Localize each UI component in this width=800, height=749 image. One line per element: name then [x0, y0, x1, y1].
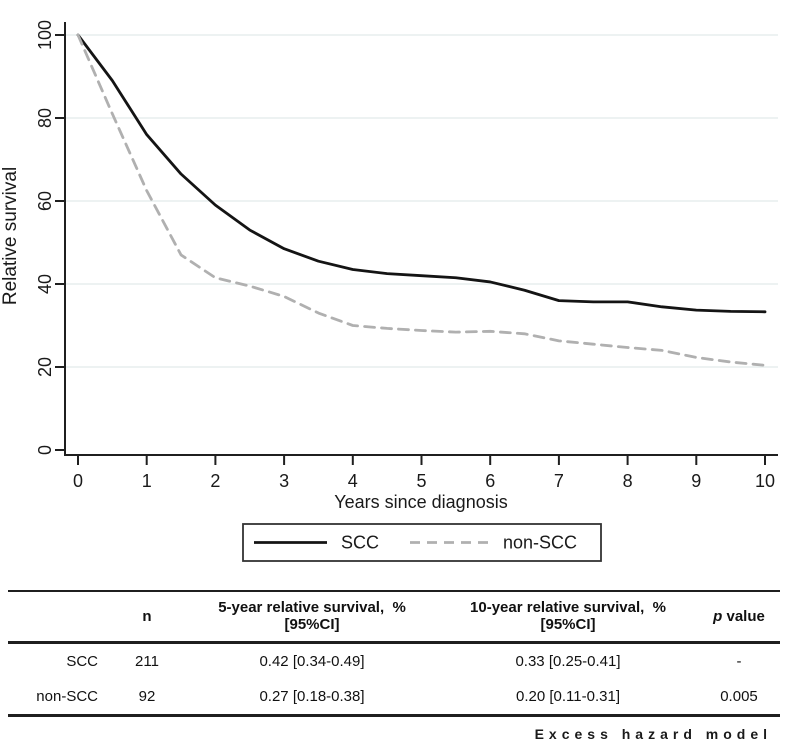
results-table-wrap: n 5-year relative survival, % [95%CI] 10… — [0, 590, 800, 717]
x-tick-label: 0 — [73, 471, 83, 491]
x-axis-title: Years since diagnosis — [334, 492, 507, 512]
x-tick-label: 8 — [623, 471, 633, 491]
cell-10yr: 0.20 [0.11-0.31] — [516, 688, 620, 705]
cell-10yr: 0.33 [0.25-0.41] — [515, 653, 621, 670]
header-p-value: p value — [698, 591, 780, 644]
relative-survival-chart: 0 20 40 60 80 100 0 1 2 3 4 5 6 7 8 9 10 Years since diag… — [0, 20, 778, 562]
header-5yr-line2: [95%CI] — [284, 616, 340, 633]
header-10yr-line2: [95%CI] — [540, 616, 596, 633]
cell-p: - — [736, 653, 742, 670]
row-label: SCC — [66, 653, 98, 670]
header-p-italic: p — [713, 607, 723, 625]
legend-non-scc-label: non-SCC — [503, 533, 577, 553]
y-tick-label: 100 — [35, 20, 55, 50]
cell-5yr: 0.27 [0.18-0.38] — [259, 688, 365, 705]
cell-n: 92 — [138, 688, 156, 705]
x-tick-label: 4 — [348, 471, 358, 491]
y-tick-label: 0 — [35, 445, 55, 455]
header-5yr: 5-year relative survival, % [95%CI] — [186, 591, 438, 644]
header-10yr: 10-year relative survival, % [95%CI] — [438, 591, 698, 644]
header-10yr-line1: 10-year relative survival, % — [470, 599, 666, 616]
header-n: n — [108, 591, 186, 644]
legend-scc-label: SCC — [341, 533, 379, 553]
table-row-scc: SCC 211 0.42 [0.34-0.49] 0.33 [0.25-0.41… — [8, 643, 780, 680]
x-tick-label: 9 — [691, 471, 701, 491]
y-tick-label: 20 — [35, 357, 55, 377]
row-label: non-SCC — [36, 688, 98, 705]
x-tick-label: 2 — [210, 471, 220, 491]
cell-p: 0.005 — [720, 688, 758, 705]
x-tick-label: 1 — [142, 471, 152, 491]
header-row-label — [8, 591, 108, 644]
cell-n: 211 — [135, 653, 159, 670]
x-tick-label: 7 — [554, 471, 564, 491]
x-tick-label: 3 — [279, 471, 289, 491]
header-5yr-line1: 5-year relative survival, % — [218, 599, 406, 616]
y-tick-label: 60 — [35, 191, 55, 211]
table-row-non-scc: non-SCC 92 0.27 [0.18-0.38] 0.20 [0.11-0… — [8, 679, 780, 716]
x-tick-label: 5 — [416, 471, 426, 491]
header-p-rest: value — [722, 607, 765, 625]
cell-5yr: 0.42 [0.34-0.49] — [259, 653, 365, 670]
y-axis-title: Relative survival — [0, 167, 21, 305]
y-tick-label: 80 — [35, 108, 55, 128]
non-scc-curve — [76, 33, 767, 367]
scc-curve — [76, 33, 767, 314]
x-tick-label: 10 — [755, 471, 775, 491]
results-table: n 5-year relative survival, % [95%CI] 10… — [8, 590, 780, 717]
y-tick-label: 40 — [35, 274, 55, 294]
excess-hazard-model-note: Excess hazard model — [534, 726, 772, 742]
x-tick-label: 6 — [485, 471, 495, 491]
table-header-row: n 5-year relative survival, % [95%CI] 10… — [8, 591, 780, 644]
